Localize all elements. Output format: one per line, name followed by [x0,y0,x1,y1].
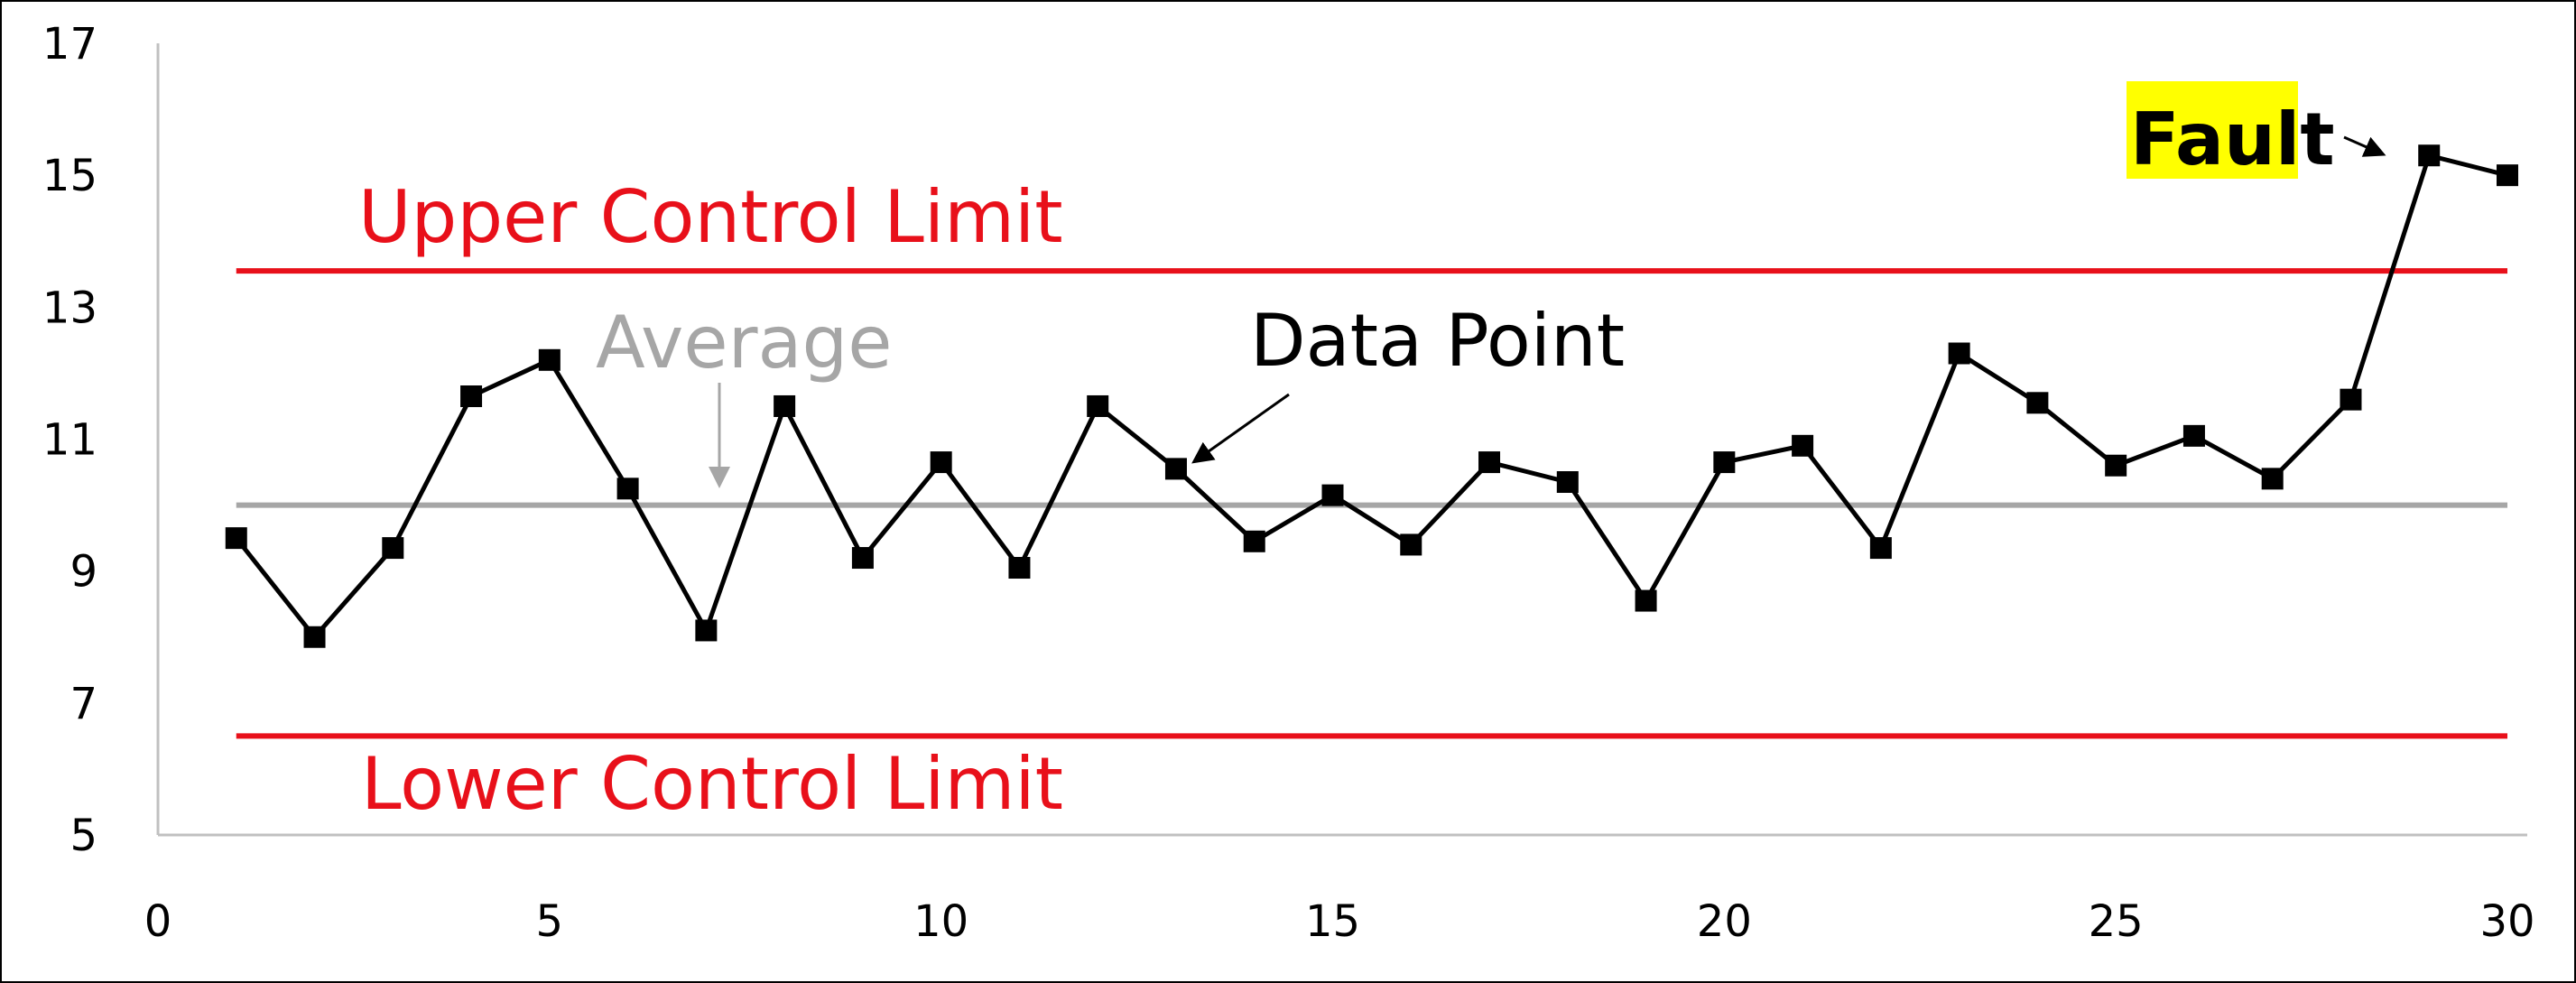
y-tick-label: 9 [69,547,97,598]
data-point-label: Data Point [1250,299,1625,383]
fault-arrow [2343,135,2386,157]
data-point-marker [2261,468,2284,490]
x-tick-label: 5 [536,896,564,947]
data-point-marker [1008,557,1031,580]
data-point-marker [460,385,483,407]
y-tick-label: 5 [69,811,97,861]
x-tick-label: 30 [2479,896,2534,947]
data-point-marker [225,527,247,550]
data-point-marker [1478,451,1501,474]
data-point-marker [1400,533,1422,556]
x-tick-label: 10 [913,896,968,947]
data-point-marker [1792,434,1814,457]
data-point-marker [2497,164,2518,187]
data-point-marker [382,537,404,560]
x-tick-label: 0 [144,896,172,947]
data-point-marker [303,626,326,648]
data-series-line [234,153,2508,640]
lower-control-limit-label: Lower Control Limit [361,742,1063,826]
data-point-marker [1713,451,1736,474]
data-point-marker [1087,394,1109,417]
data-point-marker [616,478,639,500]
data-point-marker [2418,144,2441,167]
data-point-marker [2026,392,2049,414]
fault-label: Fault [2130,97,2335,181]
data-point-marker [538,348,561,371]
average-label: Average [596,301,893,385]
data-point-marker [851,547,874,570]
y-tick-label: 7 [69,679,97,729]
data-point-marker [774,394,796,417]
data-point-marker [2340,388,2362,411]
data-point-marker [1243,530,1265,552]
upper-control-limit-label: Upper Control Limit [358,175,1063,259]
data-point-marker [695,619,718,642]
x-tick-label: 20 [1697,896,1752,947]
data-point-marker [2105,454,2127,477]
data-point-marker [2182,424,2205,447]
data-point-marker [1635,589,1657,612]
x-tick-label: 25 [2089,896,2144,947]
data-point-marker [1948,342,1970,365]
x-tick-label: 15 [1305,896,1360,947]
data-point-marker [1164,458,1187,480]
fault-highlight [2127,81,2298,179]
data-point-marker [930,451,952,474]
data-point-marker [1556,471,1579,494]
y-tick-label: 13 [42,283,97,333]
data-point-arrow [1191,393,1290,464]
data-point-marker [1869,537,1892,560]
y-tick-label: 17 [42,19,97,70]
data-point-marker [1321,484,1344,506]
y-tick-label: 11 [42,415,97,466]
y-tick-label: 15 [42,151,97,201]
